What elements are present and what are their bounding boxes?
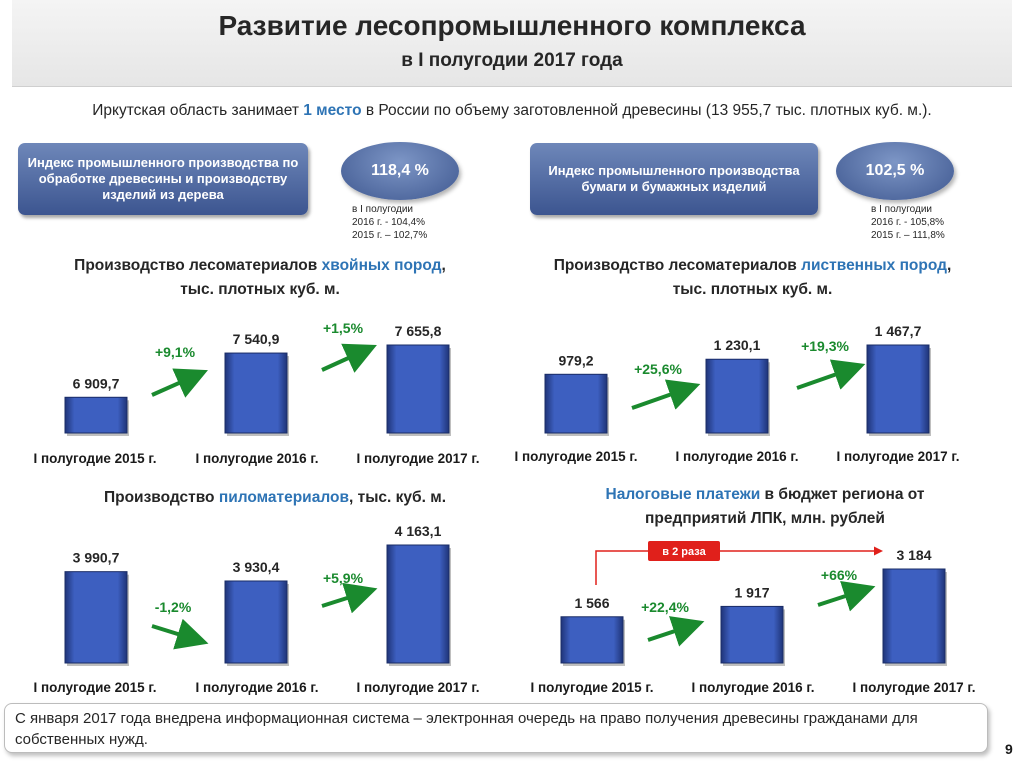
growth-arrow — [321, 343, 377, 373]
index-note-wood-1: в I полугодии — [352, 204, 414, 215]
callout-line — [595, 546, 883, 585]
bar-value-label: 1 917 — [734, 584, 769, 600]
growth-arrow — [151, 618, 209, 650]
growth-arrow — [796, 359, 866, 390]
bar — [64, 396, 128, 434]
intro-before: Иркутская область занимает — [92, 102, 304, 119]
index-note-wood-3: 2015 г. – 102,7% — [352, 230, 428, 241]
index-box-paper: Индекс промышленного производства бумаги… — [530, 143, 818, 215]
index-oval-wood: 118,4 % — [341, 142, 459, 200]
bar — [386, 544, 450, 664]
bar-value-label: 7 540,9 — [233, 331, 280, 347]
index-note-paper-3: 2015 г. – 111,8% — [871, 230, 945, 241]
bar — [560, 616, 624, 664]
footer-text: С января 2017 года внедрена информационн… — [15, 710, 918, 748]
bar — [720, 605, 784, 664]
bar-value-label: 1 230,1 — [714, 337, 761, 353]
bar — [386, 344, 450, 434]
bar — [64, 571, 128, 664]
category-label: I полугодие 2016 г. — [196, 680, 319, 695]
chart-title-deciduous: Производство лесоматериалов лиственных п… — [540, 254, 965, 302]
index-note-paper-2: 2016 г. - 105,8% — [871, 217, 945, 228]
growth-label: +66% — [821, 567, 858, 583]
index-box-wood: Индекс промышленного производства по обр… — [18, 143, 308, 215]
intro-after: в России по объему заготовленной древеси… — [361, 102, 932, 119]
callout-badge — [648, 541, 720, 561]
callout-label: в 2 раза — [662, 546, 706, 558]
bar — [544, 373, 608, 434]
footer-note: С января 2017 года внедрена информационн… — [4, 703, 988, 753]
page-title: Развитие лесопромышленного комплекса — [218, 10, 806, 41]
chart-title-deciduous-c: , тыс. плотных куб. м. — [672, 257, 952, 298]
chart-title-lumber-c: , тыс. куб. м. — [348, 489, 446, 506]
growth-arrow — [151, 368, 208, 398]
category-label: I полугодие 2016 г. — [676, 449, 799, 464]
chart-title-lumber-b: пиломатериалов — [218, 489, 349, 506]
intro-text: Иркутская область занимает 1 место в Рос… — [0, 102, 1024, 120]
bar — [224, 580, 288, 664]
bar — [882, 568, 946, 664]
intro-highlight: 1 место — [303, 102, 362, 119]
chart-title-taxes-a: Налоговые платежи — [605, 486, 761, 503]
category-label: I полугодие 2017 г. — [853, 680, 976, 695]
category-label: I полугодие 2015 г. — [34, 680, 157, 695]
chart-title-conifer: Производство лесоматериалов хвойных поро… — [60, 254, 460, 302]
index-notes-wood: в I полугодии 2016 г. - 104,4% 2015 г. –… — [352, 203, 427, 242]
category-label: I полугодие 2016 г. — [692, 680, 815, 695]
growth-label: +22,4% — [641, 599, 689, 615]
growth-label: +9,1% — [155, 344, 196, 360]
bar — [866, 344, 930, 434]
chart-title-lumber: Производство пиломатериалов, тыс. куб. м… — [40, 486, 510, 510]
chart-title-taxes-b: в бюджет региона от предприятий ЛПК, млн… — [645, 486, 925, 527]
bar — [224, 352, 288, 434]
growth-label: +25,6% — [634, 361, 682, 377]
bar-value-label: 7 655,8 — [395, 323, 442, 339]
category-label: I полугодие 2015 г. — [34, 451, 157, 466]
page-subtitle: в I полугодии 2017 года — [401, 50, 623, 71]
bar-value-label: 3 930,4 — [233, 559, 280, 575]
growth-arrow — [647, 616, 705, 647]
category-label: I полугодие 2017 г. — [837, 449, 960, 464]
chart-title-conifer-b: хвойных пород — [321, 257, 442, 274]
category-label: I полугодие 2015 г. — [515, 449, 638, 464]
index-value-paper: 102,5 % — [865, 162, 925, 179]
growth-label: -1,2% — [155, 599, 192, 615]
header-bar: Развитие лесопромышленного комплекса в I… — [12, 0, 1012, 87]
category-label: I полугодие 2015 г. — [531, 680, 654, 695]
chart-title-lumber-a: Производство — [103, 489, 219, 506]
growth-label: +5,9% — [323, 570, 364, 586]
index-note-wood-2: 2016 г. - 104,4% — [352, 217, 426, 228]
bar-value-label: 1 566 — [574, 595, 609, 611]
bar-value-label: 4 163,1 — [395, 523, 442, 539]
growth-label: +1,5% — [323, 320, 364, 336]
index-note-paper-1: в I полугодии — [871, 204, 933, 215]
index-value-wood: 118,4 % — [371, 162, 429, 179]
chart-title-deciduous-a: Производство лесоматериалов — [553, 257, 802, 274]
growth-label: +19,3% — [801, 338, 849, 354]
growth-arrow — [321, 582, 378, 614]
growth-arrow — [631, 379, 701, 410]
chart-title-conifer-a: Производство лесоматериалов — [74, 257, 322, 274]
bar-value-label: 3 990,7 — [73, 550, 120, 566]
bar-value-label: 6 909,7 — [73, 375, 120, 391]
page-number: 9 — [1005, 741, 1013, 757]
chart-title-conifer-c: , тыс. плотных куб. м. — [180, 257, 446, 298]
bar-value-label: 1 467,7 — [875, 323, 922, 339]
bar-value-label: 979,2 — [558, 352, 593, 368]
category-label: I полугодие 2017 г. — [357, 680, 480, 695]
chart-title-taxes: Налоговые платежи в бюджет региона от пр… — [565, 483, 965, 531]
growth-arrow — [817, 580, 876, 612]
index-notes-paper: в I полугодии 2016 г. - 105,8% 2015 г. –… — [871, 203, 945, 242]
category-label: I полугодие 2016 г. — [196, 451, 319, 466]
category-label: I полугодие 2017 г. — [357, 451, 480, 466]
index-label-paper: Индекс промышленного производства бумаги… — [548, 163, 800, 194]
index-label-wood: Индекс промышленного производства по обр… — [27, 155, 299, 202]
chart-title-deciduous-b: лиственных пород — [801, 257, 947, 274]
bar — [705, 358, 769, 434]
bar-value-label: 3 184 — [896, 547, 931, 563]
index-oval-paper: 102,5 % — [836, 142, 954, 200]
